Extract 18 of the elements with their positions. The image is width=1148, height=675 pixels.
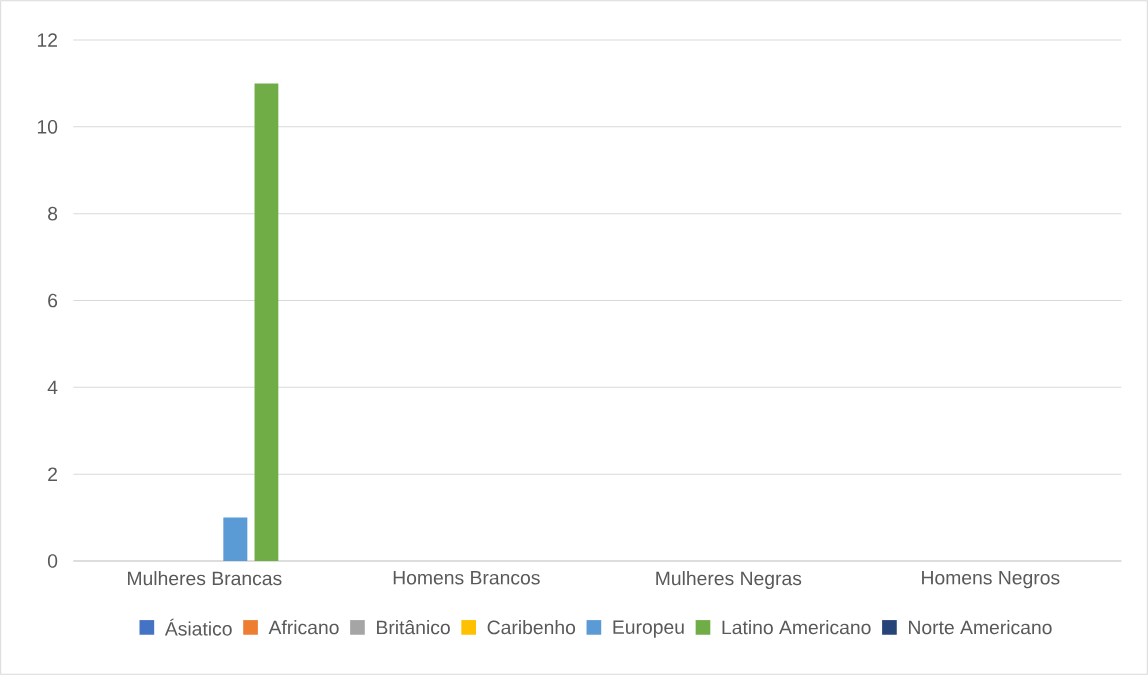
legend-label: Europeu [613,620,684,638]
legend-label: Africano [268,620,339,635]
legend-label: Britânico [377,620,450,635]
y-tick-label: 10 [37,119,58,134]
legend-label: Caribenho [487,620,576,635]
y-tick-label: 12 [37,33,57,47]
legend-label: Ásiatico [164,618,232,636]
legend-label: Norte Americano [909,620,1052,635]
legend-label: Latino Americano [722,620,871,635]
y-tick-label: 8 [48,206,58,221]
y-tick-label: 4 [47,380,58,394]
x-tick-label: Homens Brancos [393,571,540,585]
x-tick-label: Mulheres Brancas [128,571,282,586]
y-tick-label: 6 [48,293,58,308]
x-tick-label: Homens Negros [922,571,1060,589]
y-tick-label: 2 [48,467,57,481]
y-tick-label: 0 [47,554,58,568]
x-tick-label: Mulheres Negras [656,571,802,590]
